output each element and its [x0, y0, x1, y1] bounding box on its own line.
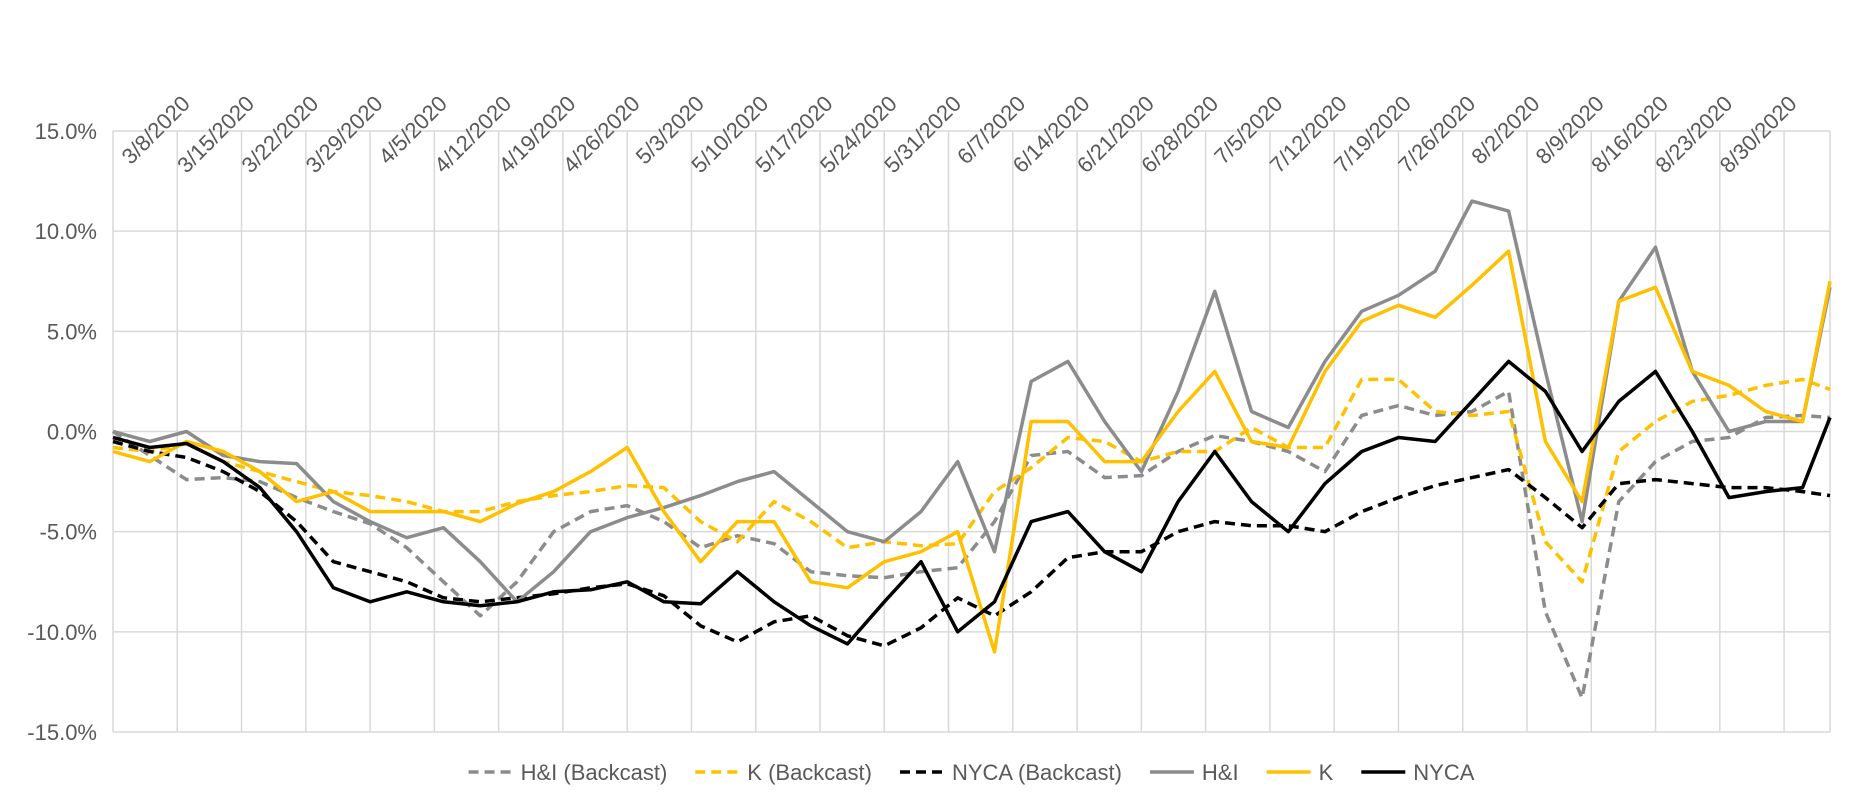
legend-item: H&I: [1149, 760, 1239, 785]
x-tick-label: 8/2/2020: [1466, 91, 1544, 169]
y-tick-label: -15.0%: [27, 720, 97, 745]
series-line: [112, 389, 1831, 700]
y-tick-label: -5.0%: [40, 520, 97, 545]
series-line: [112, 199, 1832, 604]
legend-item: NYCA: [1361, 760, 1475, 785]
legend-label: K: [1319, 760, 1334, 785]
legend-item: K (Backcast): [695, 760, 872, 785]
legend: H&I (Backcast) K (Backcast) NYCA (Backcast…: [468, 760, 1475, 785]
series-line: [112, 249, 1832, 654]
legend-item: NYCA (Backcast): [899, 760, 1122, 785]
y-tick-label: 5.0%: [47, 319, 97, 344]
y-tick-label: -10.0%: [27, 620, 97, 645]
series-line: [112, 377, 1831, 584]
legend-item: H&I (Backcast): [468, 760, 668, 785]
legend-label: K (Backcast): [747, 760, 872, 785]
legend-label: NYCA (Backcast): [952, 760, 1122, 785]
y-tick-label: 15.0%: [35, 119, 97, 144]
legend-item: K: [1266, 760, 1334, 785]
y-tick-label: 0.0%: [47, 420, 97, 445]
legend-label: H&I (Backcast): [521, 760, 668, 785]
series-line: [112, 439, 1831, 648]
legend-label: NYCA: [1413, 760, 1474, 785]
y-tick-label: 10.0%: [35, 219, 97, 244]
legend-label: H&I: [1202, 760, 1239, 785]
series-line: [112, 359, 1832, 646]
